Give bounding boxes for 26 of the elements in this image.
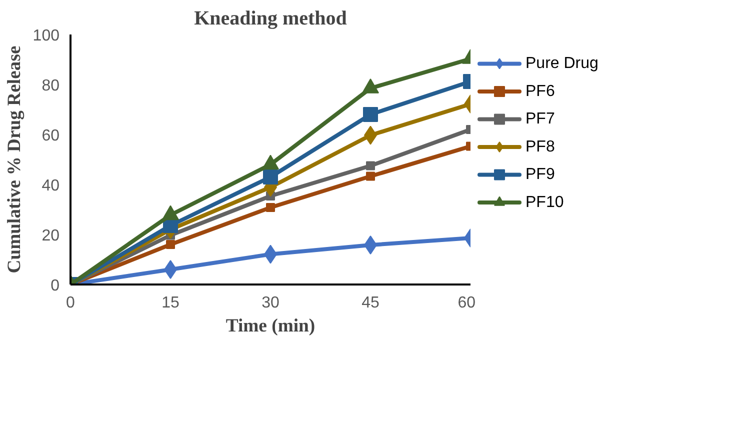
- y-tick-label: 80: [42, 78, 60, 94]
- legend-label: PF7: [526, 110, 555, 128]
- x-tick-label: 15: [162, 294, 180, 312]
- x-tick-label: 0: [66, 294, 76, 312]
- x-axis-title: Time (min): [226, 316, 316, 336]
- y-tick-label: 60: [42, 128, 60, 144]
- x-tick-label: 45: [362, 294, 380, 312]
- legend-label: PF8: [526, 138, 555, 156]
- y-tick-label: 40: [42, 178, 60, 194]
- chart-title: Kneading method: [194, 8, 347, 30]
- legend-label: PF9: [526, 166, 555, 184]
- x-tick-label: 30: [262, 294, 280, 312]
- y-tick-label: 0: [50, 278, 60, 294]
- y-tick-label: 20: [42, 228, 60, 244]
- x-tick-label: 60: [458, 294, 476, 312]
- y-axis-title: Cumulative % Drug Release: [4, 46, 25, 274]
- point: [263, 170, 278, 184]
- point: [366, 161, 375, 170]
- point: [266, 203, 275, 212]
- y-tick-label: 100: [32, 28, 60, 44]
- point: [366, 172, 375, 181]
- legend-label: PF6: [526, 82, 555, 100]
- point: [363, 107, 378, 122]
- legend-label: PF10: [526, 194, 564, 211]
- point: [166, 240, 175, 249]
- legend-label: Pure Drug: [526, 55, 598, 72]
